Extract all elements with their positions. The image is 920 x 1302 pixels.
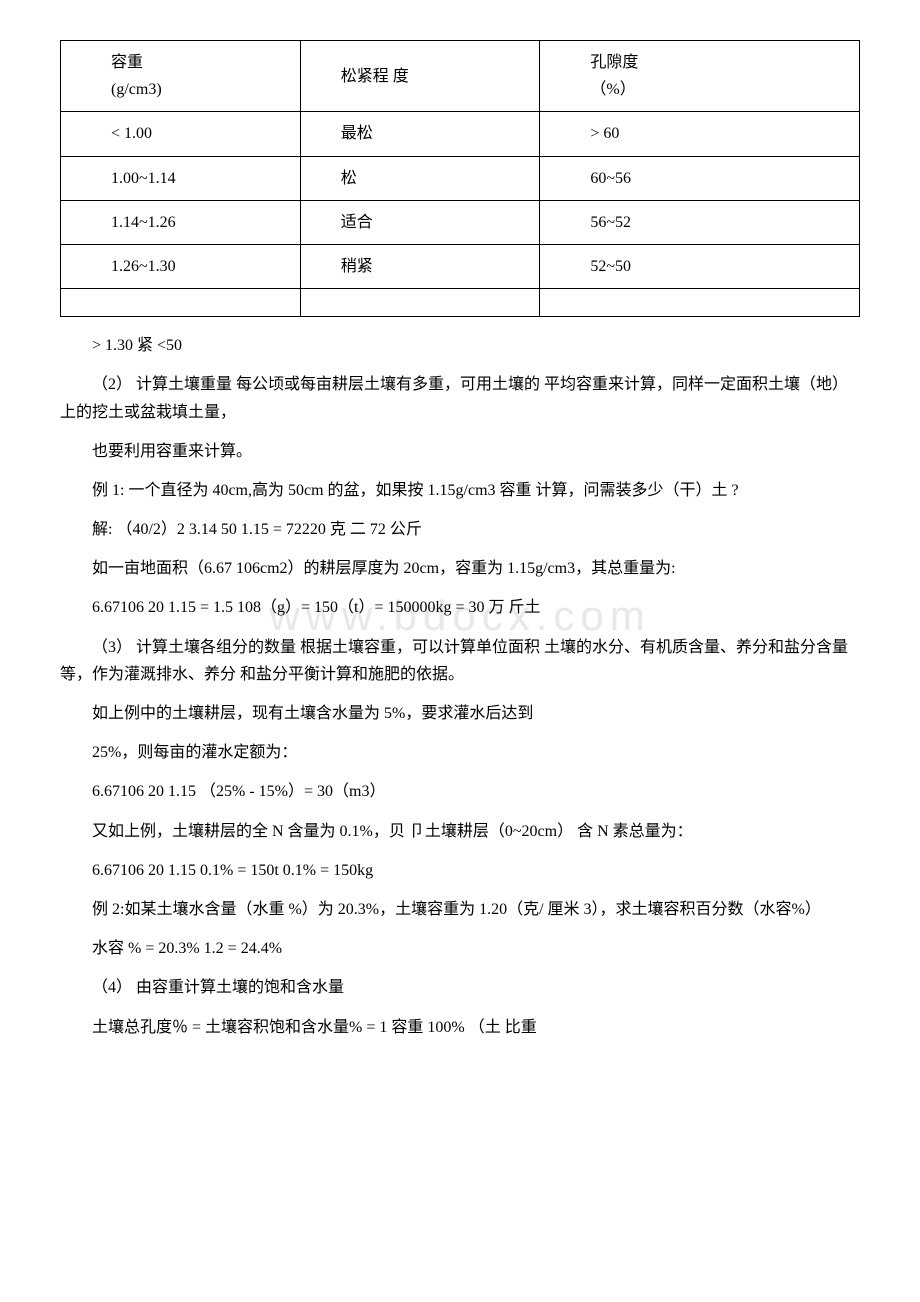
paragraph: （4） 由容重计算土壤的饱和含水量 bbox=[60, 974, 860, 1001]
table-row: < 1.00 最松 > 60 bbox=[61, 112, 860, 156]
paragraph: 解: （40/2）2 3.14 50 1.15 = 72220 克 二 72 公… bbox=[60, 516, 860, 543]
paragraph: 土壤总孔度％ = 土壤容积饱和含水量% = 1 容重 100% （土 比重 bbox=[60, 1014, 860, 1041]
cell: 1.26~1.30 bbox=[61, 244, 301, 288]
cell: 60~56 bbox=[540, 156, 860, 200]
paragraph: 6.67106 20 1.15 0.1% = 150t 0.1% = 150kg bbox=[60, 857, 860, 884]
paragraph: 也要利用容重来计算。 bbox=[60, 438, 860, 465]
paragraph-text: 如一亩地面积（6.67 106cm2）的耕层厚度为 20cm，容重为 1.15g… bbox=[60, 560, 676, 577]
paragraph-text: （3） 计算土壤各组分的数量 根据土壤容重，可以计算单位面积 土壤的水分、有机质… bbox=[60, 639, 848, 683]
paragraph: 如上例中的土壤耕层，现有土壤含水量为 5%，要求灌水后达到 bbox=[60, 700, 860, 727]
cell: > 60 bbox=[540, 112, 860, 156]
cell: 最松 bbox=[300, 112, 540, 156]
cell: 适合 bbox=[300, 200, 540, 244]
table-header-row: 容重 (g/cm3) 松紧程 度 孔隙度 （%） bbox=[61, 41, 860, 112]
paragraph: 如一亩地面积（6.67 106cm2）的耕层厚度为 20cm，容重为 1.15g… bbox=[60, 555, 860, 582]
paragraph-text: （2） 计算土壤重量 每公顷或每亩耕层土壤有多重，可用土壤的 平均容重来计算，同… bbox=[60, 376, 848, 420]
header-col1: 容重 (g/cm3) bbox=[61, 41, 301, 112]
empty-cell bbox=[540, 289, 860, 317]
paragraph: （2） 计算土壤重量 每公顷或每亩耕层土壤有多重，可用土壤的 平均容重来计算，同… bbox=[60, 371, 860, 425]
empty-cell bbox=[61, 289, 301, 317]
paragraph: > 1.30 紧 <50 bbox=[60, 332, 860, 359]
cell: 1.14~1.26 bbox=[61, 200, 301, 244]
paragraph-text: 例 2:如某土壤水含量（水重 %）为 20.3%，土壤容重为 1.20（克/ 厘… bbox=[60, 901, 821, 918]
cell: 56~52 bbox=[540, 200, 860, 244]
document-content: 容重 (g/cm3) 松紧程 度 孔隙度 （%） < 1.00 最松 > 60 … bbox=[60, 40, 860, 1041]
header-col1-line1: 容重 bbox=[111, 49, 288, 76]
paragraph: 6.67106 20 1.15 = 1.5 108（g）= 150（t）= 15… bbox=[60, 594, 860, 621]
table-empty-row bbox=[61, 289, 860, 317]
paragraph: 6.67106 20 1.15 （25% - 15%）= 30（m3） bbox=[60, 778, 860, 805]
paragraph: 水容 % = 20.3% 1.2 = 24.4% bbox=[60, 935, 860, 962]
header-col3: 孔隙度 （%） bbox=[540, 41, 860, 112]
cell: 1.00~1.14 bbox=[61, 156, 301, 200]
paragraph: 例 2:如某土壤水含量（水重 %）为 20.3%，土壤容重为 1.20（克/ 厘… bbox=[60, 896, 860, 923]
header-col3-line2: （%） bbox=[590, 76, 847, 103]
paragraph: 又如上例，土壤耕层的全 N 含量为 0.1%，贝 卩土壤耕层（0~20cm） 含… bbox=[60, 818, 860, 845]
empty-cell bbox=[300, 289, 540, 317]
header-col1-line2: (g/cm3) bbox=[111, 76, 288, 103]
paragraph-text: 例 1: 一个直径为 40cm,高为 50cm 的盆，如果按 1.15g/cm3… bbox=[60, 482, 739, 499]
header-col2: 松紧程 度 bbox=[300, 41, 540, 112]
header-col3-line1: 孔隙度 bbox=[590, 49, 847, 76]
paragraph: 例 1: 一个直径为 40cm,高为 50cm 的盆，如果按 1.15g/cm3… bbox=[60, 477, 860, 504]
cell: 52~50 bbox=[540, 244, 860, 288]
table-row: 1.14~1.26 适合 56~52 bbox=[61, 200, 860, 244]
cell: < 1.00 bbox=[61, 112, 301, 156]
table-row: 1.26~1.30 稍紧 52~50 bbox=[61, 244, 860, 288]
paragraph-text: 又如上例，土壤耕层的全 N 含量为 0.1%，贝 卩土壤耕层（0~20cm） 含… bbox=[60, 823, 693, 840]
paragraph: 25%，则每亩的灌水定额为： bbox=[60, 739, 860, 766]
cell: 松 bbox=[300, 156, 540, 200]
soil-density-table: 容重 (g/cm3) 松紧程 度 孔隙度 （%） < 1.00 最松 > 60 … bbox=[60, 40, 860, 317]
paragraph: （3） 计算土壤各组分的数量 根据土壤容重，可以计算单位面积 土壤的水分、有机质… bbox=[60, 634, 860, 688]
cell: 稍紧 bbox=[300, 244, 540, 288]
table-row: 1.00~1.14 松 60~56 bbox=[61, 156, 860, 200]
